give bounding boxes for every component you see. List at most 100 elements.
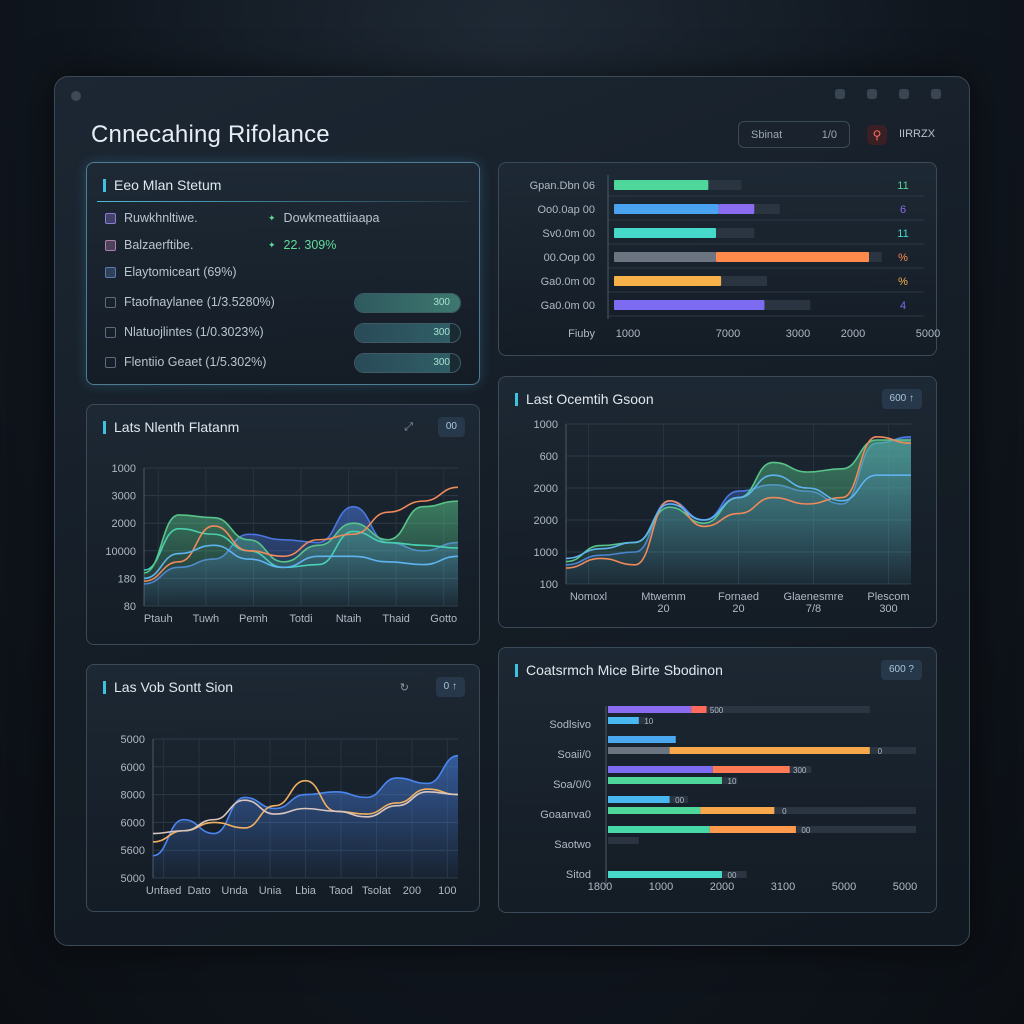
- x-tick-label: 3000: [786, 328, 810, 340]
- user-label[interactable]: IIRRZX: [899, 128, 936, 140]
- x-tick-label: 7000: [716, 328, 740, 340]
- trend-icon: ✦: [268, 239, 276, 250]
- trend-icon: ✦: [268, 212, 276, 223]
- close-icon[interactable]: [931, 89, 941, 99]
- x-tick-label: 1000: [649, 881, 673, 893]
- x-tick-label: Unfaed: [146, 885, 181, 897]
- search-icon[interactable]: ⚲: [867, 125, 887, 145]
- x-tick-label: Gotto: [430, 613, 457, 625]
- bar-value: 300: [793, 766, 807, 775]
- bar: [669, 747, 870, 754]
- bar-chart-panel: Gpan.Dbn 06 11 Oo0.0ap 00 6 Sv0.0m 00 11 00.Oo…: [498, 162, 940, 356]
- x-tick-label: 2000: [710, 881, 734, 893]
- progress-label: Flentiio Geaet (1/5.302%): [124, 355, 267, 369]
- progress-row: Flentiio Geaet (1/5.302%): [105, 355, 266, 369]
- bar: [608, 766, 713, 773]
- y-tick-label: 10000: [105, 546, 136, 558]
- status-row: Balzaerftibe. ✦ 22. 309%: [105, 238, 336, 252]
- status-label: Balzaerftibe.: [124, 238, 194, 252]
- metric-icon: [105, 296, 116, 308]
- bar-value: 11: [897, 180, 908, 192]
- y-tick-label: 2000: [112, 518, 136, 530]
- y-tick-label: 3000: [112, 491, 136, 503]
- bar: [608, 747, 670, 754]
- status-row: Elaytomiceart (69%): [105, 265, 260, 279]
- bar-value: 0: [782, 807, 787, 816]
- bar: [614, 276, 722, 286]
- y-tick-label: 2000: [534, 483, 558, 495]
- x-tick-label: Unia: [259, 885, 283, 897]
- y-tick-label: 8000: [121, 790, 145, 802]
- bar: [614, 180, 709, 190]
- minimize-icon[interactable]: [867, 89, 877, 99]
- bar-track: [608, 706, 870, 713]
- search-input[interactable]: Sbinat 1/0: [738, 121, 850, 148]
- bar-value: 0: [878, 747, 883, 756]
- bar: [700, 807, 775, 814]
- range-button[interactable]: 0 ↑: [435, 677, 465, 697]
- x-tick-label: Thaid: [382, 613, 410, 625]
- expand-icon[interactable]: ⤢: [404, 421, 413, 433]
- progress-label: Nlatuojlintes (1/0.3023%): [124, 325, 264, 339]
- bar-value: 4: [900, 300, 906, 312]
- x-tick-label: 5000: [916, 328, 940, 340]
- x-tick-label: Tuwh: [193, 613, 220, 625]
- line-chart: 1000 3000 2000 10000 180 80 Ptauh Tuwh Pemh Totdi…: [105, 463, 459, 625]
- x-tick-label: Dato: [187, 885, 210, 897]
- window-dot-icon[interactable]: [71, 91, 81, 101]
- x-tick-label: Plescom: [867, 591, 909, 603]
- bar: [608, 796, 670, 803]
- category-label: Oo0.0ap 00: [538, 204, 596, 216]
- x-tick-label: Taod: [329, 885, 353, 897]
- x-tick-label: Nomoxl: [570, 591, 607, 603]
- series-line: [143, 500, 459, 574]
- search-placeholder: Sbinat: [751, 128, 783, 141]
- bar: [608, 717, 639, 724]
- x-tick-label: Lbia: [295, 885, 317, 897]
- series-line: [565, 435, 912, 569]
- y-tick-label: 1000: [534, 419, 558, 431]
- bar-value: 10: [728, 777, 737, 786]
- bar-value: 10: [644, 717, 653, 726]
- panel-title: Lats Nlenth Flatanm: [103, 419, 239, 435]
- category-label: Soaii/0: [557, 749, 591, 761]
- category-label: Saotwo: [554, 839, 591, 851]
- range-button[interactable]: 00: [437, 417, 465, 437]
- bar: [716, 252, 869, 262]
- status-label: Elaytomiceart (69%): [124, 265, 237, 279]
- bar: [614, 300, 765, 310]
- y-tick-label: 80: [124, 601, 136, 613]
- category-label: Goaanva0: [540, 809, 591, 821]
- series-area: [566, 440, 911, 584]
- y-tick-label: 1000: [534, 547, 558, 559]
- x-tick-label: Unda: [221, 885, 248, 897]
- bar: [608, 807, 701, 814]
- status-icon: [105, 239, 116, 251]
- status-label: Ruwkhnltiwe.: [124, 211, 198, 225]
- bar-value: 00: [801, 826, 810, 835]
- line-chart-panel-2: Last Ocemtih Gsoon 600 ↑ 1000 600 2000 2000…: [498, 376, 937, 628]
- refresh-icon[interactable]: ↻: [399, 682, 409, 694]
- category-label: Ga0.0m 00: [541, 276, 595, 288]
- range-button[interactable]: 600 ?: [880, 660, 922, 680]
- window-controls: [835, 89, 941, 99]
- range-button[interactable]: 600 ↑: [881, 389, 922, 409]
- bar: [608, 706, 692, 713]
- progress-value: 300: [433, 327, 450, 338]
- maximize-icon[interactable]: [899, 89, 909, 99]
- bar-value: %: [898, 276, 908, 288]
- search-hint: 1/0: [821, 128, 837, 141]
- bar: [691, 706, 707, 713]
- bar-value: %: [898, 252, 908, 264]
- x-tick-label: 3100: [771, 881, 795, 893]
- progress-row: Nlatuojlintes (1/0.3023%): [105, 325, 264, 339]
- progress-fill: [355, 324, 450, 342]
- status-panel: Eeo Mlan Stetum Ruwkhnltiwe. ✦ Dowkmeattii…: [86, 162, 480, 385]
- progress-label: Ftaofnaylanee (1/3.5280%): [124, 295, 275, 309]
- x-tick-label: 1800: [588, 881, 612, 893]
- bar-track: [608, 837, 639, 844]
- bar: [608, 736, 676, 743]
- y-tick-label: 600: [540, 451, 558, 463]
- menu-icon[interactable]: [835, 89, 845, 99]
- grouped-bar-chart: Sodlsivo 500 10 Soaii/0 0 Soa/0/0 300 10 Goaanva…: [540, 706, 917, 893]
